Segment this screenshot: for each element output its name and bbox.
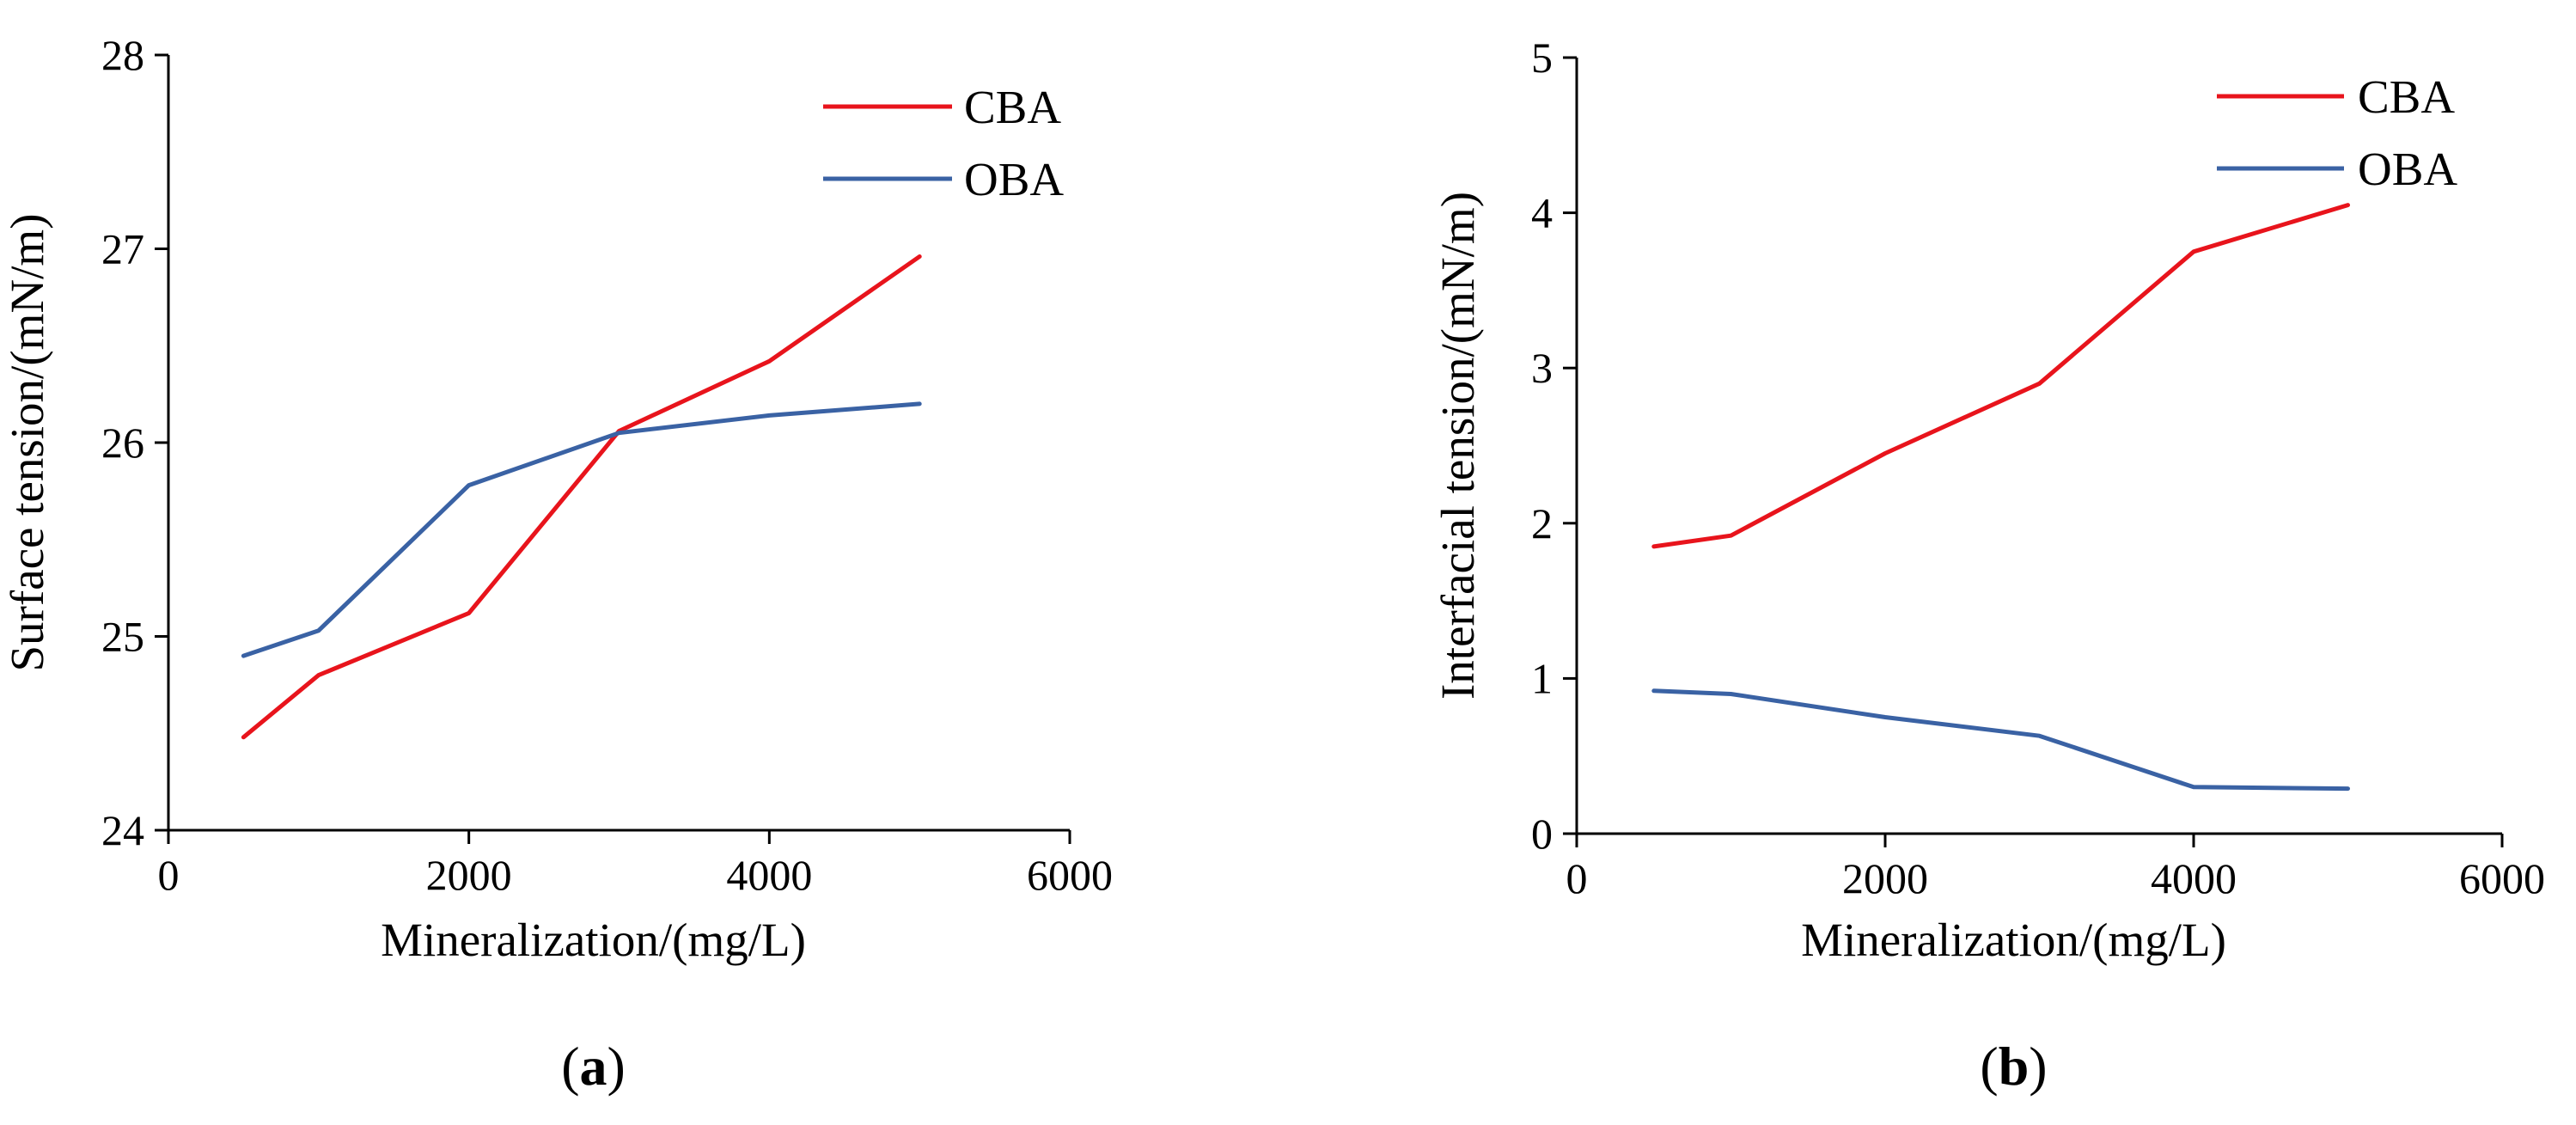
y-tick-label: 26 [101, 419, 144, 467]
legend-label-cba: CBA [964, 81, 1061, 133]
panel-label: (a) [561, 1036, 626, 1097]
series-line-oba [1651, 688, 2350, 792]
series-line-oba [241, 401, 922, 658]
panel-label: (b) [1980, 1036, 2047, 1097]
y-tick-label: 1 [1531, 654, 1553, 702]
x-tick-label: 6000 [2459, 854, 2545, 902]
y-tick-label: 2 [1531, 499, 1553, 547]
legend-label-oba: OBA [2358, 143, 2457, 195]
series-line-cba [1651, 203, 2350, 549]
panel-letter: b [1999, 1036, 2030, 1097]
y-tick-label: 28 [101, 31, 144, 79]
y-axis-label: Surface tension/(mN/m) [1, 213, 53, 671]
x-tick-label: 4000 [726, 851, 812, 899]
x-tick-label: 0 [1566, 854, 1588, 902]
y-tick-label: 24 [101, 806, 144, 854]
y-axis-label: Interfacial tension/(mN/m) [1431, 192, 1484, 700]
x-tick-label: 0 [158, 851, 180, 899]
series-line-cba [241, 254, 922, 740]
y-tick-label: 5 [1531, 34, 1553, 82]
panel-letter: a [580, 1036, 607, 1097]
legend-label-cba: CBA [2358, 70, 2455, 123]
x-tick-label: 2000 [1842, 854, 1928, 902]
y-tick-label: 0 [1531, 810, 1553, 858]
x-tick-label: 2000 [426, 851, 512, 899]
x-tick-label: 6000 [1027, 851, 1113, 899]
y-tick-label: 4 [1531, 189, 1553, 237]
chart-a: 24 25 26 27 28 0 2000 4000 6000 Mineralization/(m… [1, 31, 1113, 1097]
x-tick-label: 4000 [2151, 854, 2237, 902]
legend-label-oba: OBA [964, 153, 1064, 205]
x-axis-label: Mineralization/(mg/L) [381, 914, 806, 966]
y-tick-label: 3 [1531, 344, 1553, 392]
x-axis-label: Mineralization/(mg/L) [1801, 914, 2226, 966]
chart-b: 0 1 2 3 4 5 0 2000 4000 6000 Mineralization/(mg/L)… [1431, 34, 2545, 1097]
y-tick-label: 27 [101, 225, 144, 273]
y-tick-label: 25 [101, 613, 144, 661]
